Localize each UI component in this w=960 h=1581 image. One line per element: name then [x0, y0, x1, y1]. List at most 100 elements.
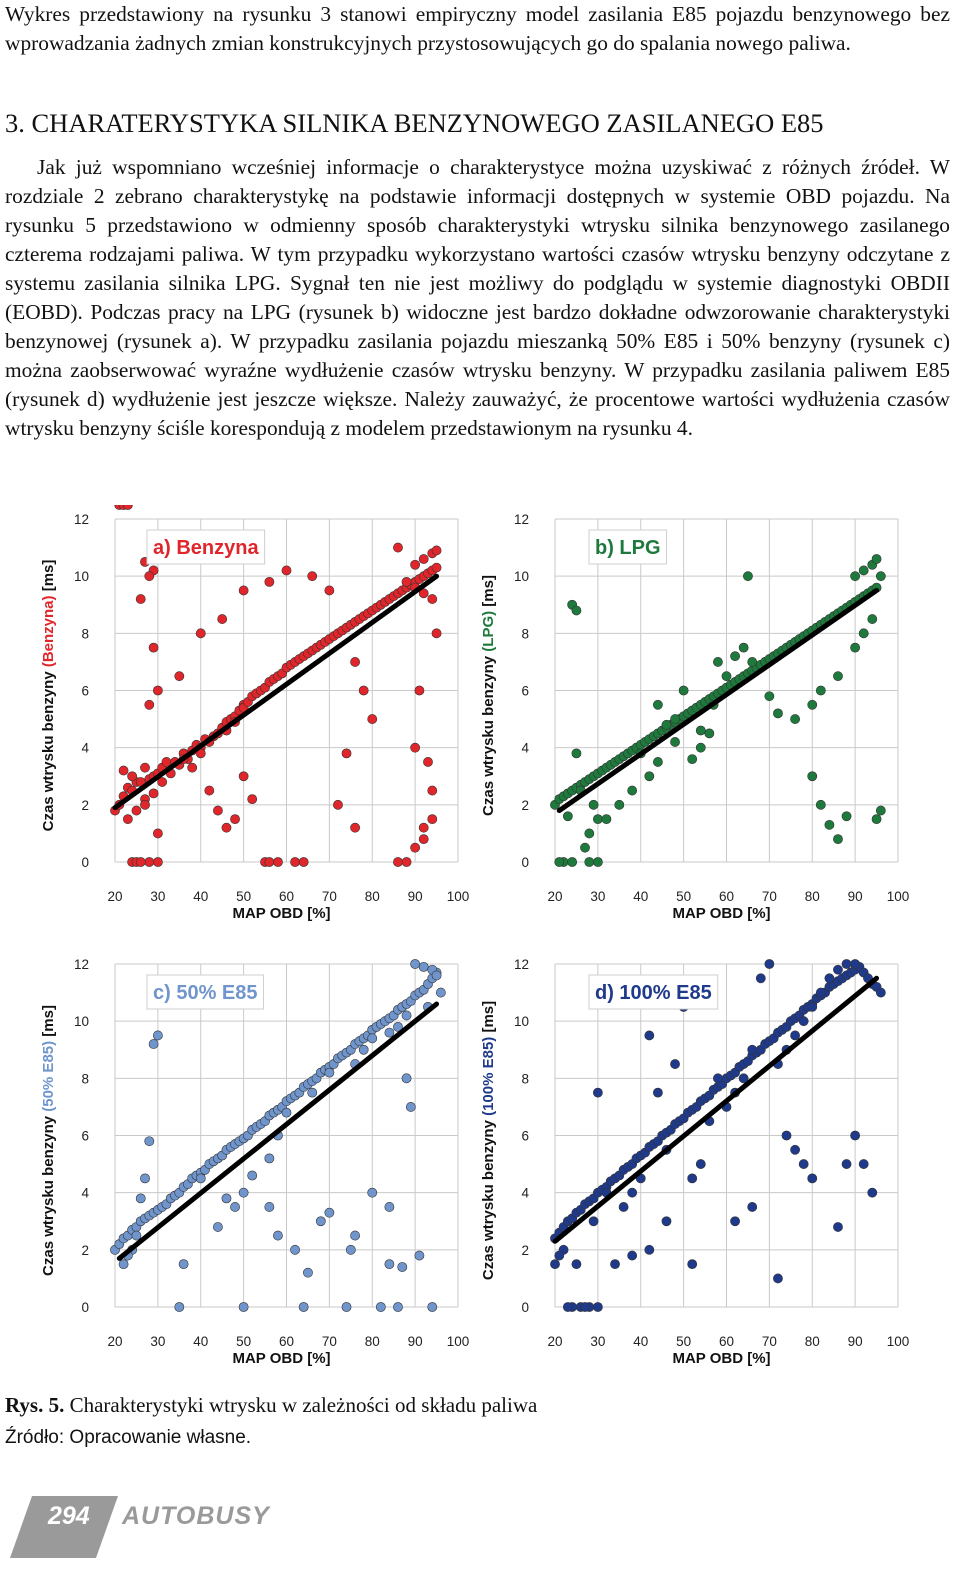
y-axis-label-unit: [ms]: [480, 1001, 497, 1037]
x-tick-label: 70: [762, 889, 777, 904]
data-point: [131, 805, 142, 816]
chart-d-100-e85: 0 2 4 6 8 10 12 20 30 40 50 60 70 80 90 100 MAP OBD [%] C…: [480, 957, 909, 1367]
figure-caption: Rys. 5. Charakterystyki wtrysku w zależn…: [5, 1393, 537, 1418]
data-point: [773, 1273, 783, 1284]
chart-c-50-e85: 0 2 4 6 8 10 12 20 30 40 50 60 70 80 90 100 MAP OBD [%] C…: [40, 957, 469, 1367]
data-point: [148, 642, 159, 653]
data-point: [418, 961, 429, 972]
data-point: [152, 685, 163, 696]
x-tick-label: 80: [805, 1334, 820, 1349]
fit-line: [116, 1001, 440, 1261]
data-point: [427, 1302, 438, 1312]
y-tick-label: 12: [74, 512, 89, 527]
y-tick-label: 8: [81, 626, 89, 641]
x-tick-label: 50: [236, 1334, 251, 1349]
data-point: [592, 857, 603, 867]
x-tick-label: 50: [676, 1334, 691, 1349]
data-point: [350, 657, 360, 667]
data-point: [273, 1230, 283, 1241]
data-point: [135, 857, 146, 867]
data-point: [410, 559, 421, 570]
panel-title-box: [146, 529, 266, 565]
data-point: [678, 685, 689, 696]
data-point: [414, 1250, 425, 1261]
data-point: [627, 1250, 638, 1261]
y-axis-label-fuel: (Benzyna): [40, 595, 57, 667]
x-tick-label: 100: [447, 889, 470, 904]
figure-caption-label: Rys. 5.: [5, 1393, 65, 1417]
data-point: [592, 1302, 603, 1312]
data-point: [358, 685, 369, 696]
figure-source: Źródło: Opracowanie własne.: [5, 1427, 252, 1448]
data-point: [867, 614, 878, 624]
panel-title-box: [588, 974, 719, 1010]
data-point: [144, 857, 155, 867]
data-point: [401, 1010, 412, 1021]
data-point: [418, 834, 429, 845]
data-point: [871, 814, 882, 825]
data-point: [562, 1302, 573, 1312]
data-point: [333, 799, 343, 810]
data-point: [418, 588, 429, 599]
data-point: [601, 814, 612, 825]
data-point: [264, 576, 275, 587]
data-point: [618, 1202, 629, 1212]
data-point: [815, 799, 826, 810]
data-point: [418, 554, 429, 564]
figure-caption-text: Charakterystyki wtrysku w zależności od …: [64, 1393, 538, 1417]
data-point: [743, 571, 753, 582]
y-tick-label: 10: [74, 1014, 89, 1029]
data-point: [721, 671, 732, 682]
data-point: [144, 699, 155, 710]
data-point: [644, 1244, 655, 1255]
data-point: [584, 857, 595, 867]
data-point: [713, 657, 723, 667]
data-point: [588, 1216, 599, 1227]
data-point: [405, 1102, 416, 1112]
x-tick-label: 60: [719, 1334, 734, 1349]
data-point: [614, 799, 625, 810]
data-point: [431, 628, 442, 639]
data-point: [345, 1244, 356, 1255]
data-point: [401, 576, 412, 587]
data-point: [410, 742, 421, 753]
y-axis-label-prefix: Czas wtrysku benzyny: [480, 652, 497, 816]
data-point: [140, 762, 150, 773]
data-point: [695, 725, 706, 736]
page-number-badge: [10, 1496, 118, 1558]
x-tick-label: 70: [322, 889, 337, 904]
data-point: [358, 1044, 369, 1055]
data-point: [592, 1087, 603, 1098]
data-point: [410, 959, 421, 969]
x-tick-label: 60: [279, 889, 294, 904]
data-point: [807, 1173, 818, 1184]
data-point: [554, 1250, 565, 1261]
data-point: [807, 1001, 818, 1012]
y-tick-label: 8: [521, 626, 529, 641]
data-point: [747, 657, 758, 667]
data-point: [670, 1059, 680, 1069]
fit-line: [552, 975, 880, 1244]
data-point: [824, 819, 835, 830]
data-point: [571, 748, 582, 759]
y-tick-label: 12: [514, 957, 529, 972]
data-point: [815, 987, 826, 998]
x-tick-label: 20: [107, 889, 122, 904]
x-tick-label: 20: [547, 889, 562, 904]
y-axis-label-fuel: (100% E85): [480, 1037, 497, 1116]
data-point: [144, 571, 155, 582]
data-point: [290, 1244, 300, 1255]
data-point: [273, 857, 283, 867]
data-point: [807, 699, 818, 710]
panel-title: b) LPG: [595, 537, 661, 559]
data-point: [148, 1039, 159, 1049]
data-point: [230, 814, 240, 825]
y-axis-label-unit: [ms]: [480, 575, 497, 611]
data-point: [393, 542, 403, 553]
data-point: [427, 785, 438, 796]
x-tick-label: 60: [719, 889, 734, 904]
y-tick-label: 10: [514, 1014, 529, 1029]
data-point: [375, 1302, 386, 1312]
data-point: [397, 1262, 408, 1272]
data-point: [131, 1230, 142, 1241]
